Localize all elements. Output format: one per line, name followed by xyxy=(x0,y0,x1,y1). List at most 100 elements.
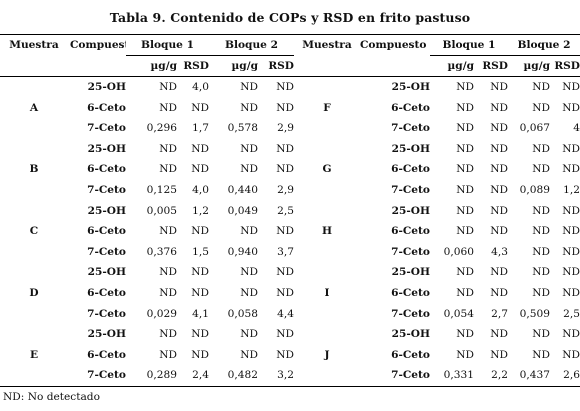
bloque2-ug-cell: 0,482 xyxy=(209,365,258,387)
bloque2-ug-cell: ND xyxy=(240,142,258,155)
bloque2-rsd-cell: 2,5 xyxy=(277,204,294,217)
bloque2-rsd-cell: 2,9 xyxy=(277,122,294,135)
bloque2-rsd-cell: ND xyxy=(276,81,294,93)
header-bloque2-left: Bloque 2 xyxy=(209,34,294,56)
bloque2-rsd-cell: ND xyxy=(276,328,294,341)
table-row: 25-OH ND ND ND ND 25-OH ND ND ND ND xyxy=(0,262,580,283)
compuesto-cell: 6-Ceto xyxy=(391,286,430,299)
header-muestra-left: Muestra xyxy=(0,34,68,56)
bloque2-ug-cell: 0,437 xyxy=(508,365,550,387)
footnote: ND: No detectado xyxy=(3,391,100,403)
cops-rsd-table: Muestra Compuesto Bloque 1 Bloque 2 Mues… xyxy=(0,34,580,387)
compuesto-cell: 25-OH xyxy=(391,81,430,93)
compuesto-cell: 7-Ceto xyxy=(360,365,430,387)
table-row: 25-OH 0,005 1,2 0,049 2,5 25-OH ND ND ND ND xyxy=(0,201,580,222)
bloque2-ug-cell: 0,509 xyxy=(519,307,550,320)
bloque1-ug-cell: ND xyxy=(456,266,474,279)
muestra-cell xyxy=(0,365,68,387)
bloque1-ug-cell: ND xyxy=(159,101,177,114)
bloque1-ug-cell: ND xyxy=(159,225,177,238)
bloque1-ug-cell: 0,296 xyxy=(146,122,177,135)
bloque1-rsd-cell: ND xyxy=(490,328,508,341)
bloque2-ug-cell: ND xyxy=(532,328,550,341)
bloque2-ug-cell: ND xyxy=(240,266,258,279)
table-row: 25-OH ND 4,0 ND ND 25-OH ND ND ND ND xyxy=(0,77,580,98)
bloque1-ug-cell: ND xyxy=(456,101,474,114)
compuesto-cell: 6-Ceto xyxy=(391,348,430,361)
muestra-cell: A xyxy=(29,101,39,114)
compuesto-cell: 6-Ceto xyxy=(87,225,126,238)
header-ug-b2-right: µg/g xyxy=(508,55,550,77)
bloque2-ug-cell: ND xyxy=(532,266,550,279)
muestra-cell: D xyxy=(29,286,39,299)
muestra-cell xyxy=(0,201,68,222)
bloque1-rsd-cell: ND xyxy=(191,348,209,361)
muestra-cell: I xyxy=(324,286,330,299)
header-rsd-b1-left: RSD xyxy=(177,55,209,77)
bloque1-ug-cell: ND xyxy=(159,266,177,279)
muestra-cell xyxy=(294,201,360,222)
bloque1-rsd-cell: 2,4 xyxy=(177,365,209,387)
bloque2-ug-cell: ND xyxy=(240,286,258,299)
muestra-cell xyxy=(294,180,360,201)
bloque1-rsd-cell: ND xyxy=(490,266,508,279)
bloque1-rsd-cell: ND xyxy=(490,142,508,155)
bloque2-rsd-cell: ND xyxy=(562,101,580,114)
header-compuesto-left: Compuesto xyxy=(68,34,126,56)
table-row: D 6-Ceto ND ND ND ND I 6-Ceto ND ND ND ND xyxy=(0,283,580,304)
compuesto-cell: 7-Ceto xyxy=(87,122,126,135)
bloque2-ug-cell: 0,049 xyxy=(227,204,258,217)
bloque2-rsd-cell: 1,2 xyxy=(563,183,580,196)
bloque1-ug-cell: ND xyxy=(456,286,474,299)
bloque1-rsd-cell: 1,5 xyxy=(192,245,209,258)
bloque2-ug-cell: ND xyxy=(240,328,258,341)
bloque2-rsd-cell: ND xyxy=(562,266,580,279)
header-ug-b2-left: µg/g xyxy=(209,55,258,77)
bloque2-rsd-cell: ND xyxy=(562,163,580,176)
header-bloque1-left: Bloque 1 xyxy=(126,34,209,56)
bloque1-rsd-cell: ND xyxy=(191,163,209,176)
header-bloque2-right: Bloque 2 xyxy=(508,34,580,56)
bloque2-rsd-cell: 4 xyxy=(573,122,580,135)
bloque1-ug-cell: ND xyxy=(456,163,474,176)
bloque2-rsd-cell: 2,5 xyxy=(563,307,580,320)
bloque1-rsd-cell: ND xyxy=(490,81,508,93)
muestra-cell: E xyxy=(29,348,39,361)
muestra-cell: B xyxy=(29,163,39,176)
header-bloque1-right: Bloque 1 xyxy=(430,34,508,56)
bloque1-ug-cell: ND xyxy=(159,328,177,341)
bloque1-ug-cell: 0,125 xyxy=(146,183,177,196)
bloque2-rsd-cell: ND xyxy=(562,81,580,93)
bloque2-rsd-cell: ND xyxy=(562,142,580,155)
bloque1-ug-cell: ND xyxy=(159,142,177,155)
table-row: 7-Ceto 0,296 1,7 0,578 2,9 7-Ceto ND ND 0,067 4 xyxy=(0,118,580,139)
compuesto-cell: 25-OH xyxy=(87,266,126,279)
compuesto-cell: 25-OH xyxy=(87,328,126,341)
bloque1-ug-cell: ND xyxy=(159,348,177,361)
bloque1-rsd-cell: ND xyxy=(191,142,209,155)
compuesto-cell: 6-Ceto xyxy=(87,286,126,299)
bloque1-ug-cell: ND xyxy=(159,81,177,93)
bloque1-ug-cell: ND xyxy=(456,328,474,341)
table-body: 25-OH ND 4,0 ND ND 25-OH ND ND ND ND A 6-Ceto ND ND ND… xyxy=(0,77,580,387)
compuesto-cell: 25-OH xyxy=(87,204,126,217)
compuesto-cell: 25-OH xyxy=(391,142,430,155)
header-ug-b1-left: µg/g xyxy=(126,55,177,77)
bloque2-ug-cell: ND xyxy=(240,101,258,114)
muestra-cell xyxy=(294,304,360,325)
muestra-cell xyxy=(294,139,360,160)
bloque2-ug-cell: 0,440 xyxy=(227,183,258,196)
compuesto-cell: 25-OH xyxy=(391,266,430,279)
bloque2-rsd-cell: ND xyxy=(562,245,580,258)
table-row: 25-OH ND ND ND ND 25-OH ND ND ND ND xyxy=(0,324,580,345)
table-row: B 6-Ceto ND ND ND ND G 6-Ceto ND ND ND ND xyxy=(0,159,580,180)
header-rsd-b2-right: RSD xyxy=(550,55,580,77)
bloque1-rsd-cell: 2,2 xyxy=(474,365,508,387)
bloque1-rsd-cell: ND xyxy=(191,328,209,341)
muestra-cell: J xyxy=(324,348,330,361)
bloque2-ug-cell: 0,067 xyxy=(519,122,550,135)
bloque1-rsd-cell: 2,7 xyxy=(491,307,508,320)
table-row: 7-Ceto 0,376 1,5 0,940 3,7 7-Ceto 0,060 4,3 ND ND xyxy=(0,242,580,263)
compuesto-cell: 6-Ceto xyxy=(87,163,126,176)
muestra-cell xyxy=(0,324,68,345)
